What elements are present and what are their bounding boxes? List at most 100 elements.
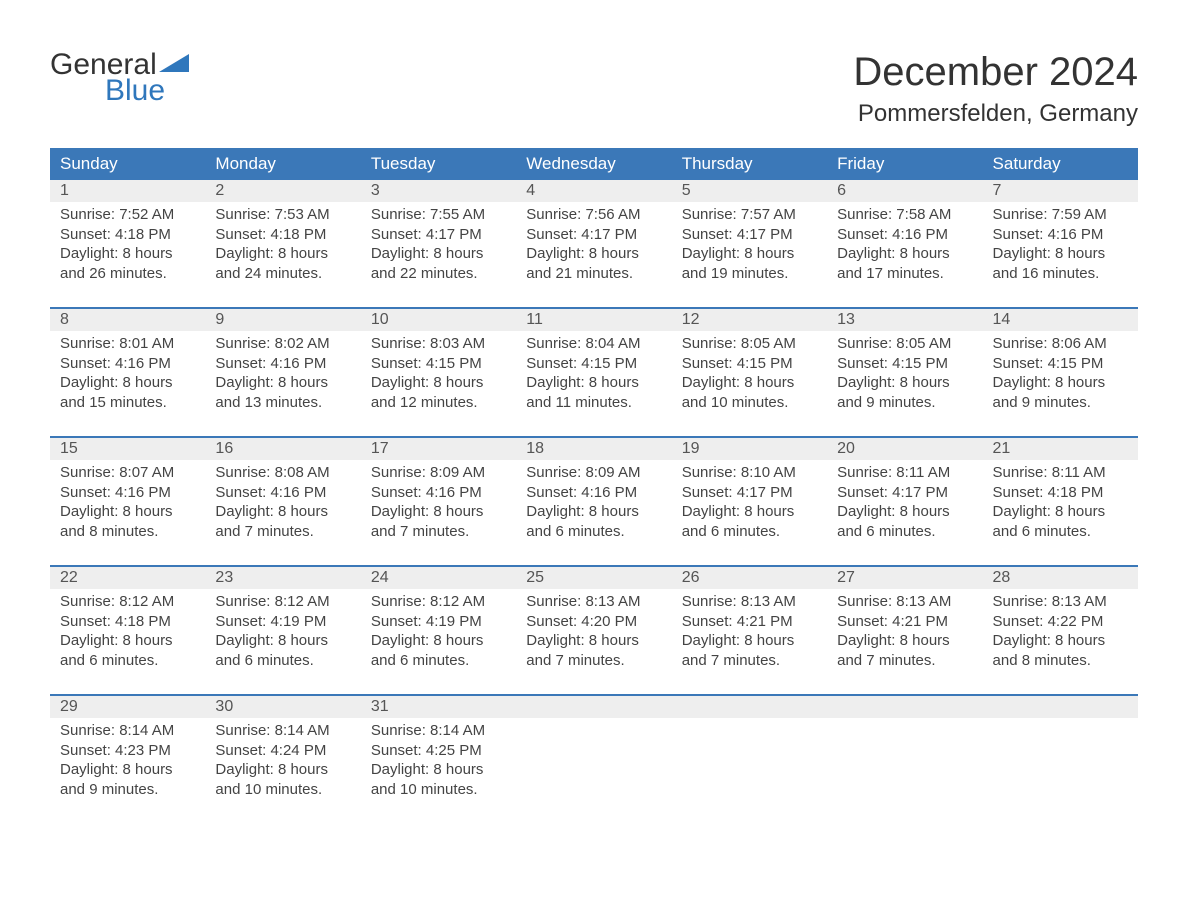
daylight-text: Daylight: 8 hours <box>526 502 661 522</box>
daylight-text: Daylight: 8 hours <box>60 502 195 522</box>
daylight-text: and 7 minutes. <box>682 651 817 671</box>
day-number-cell: 30 <box>205 696 360 718</box>
day-content-cell: Sunrise: 8:05 AMSunset: 4:15 PMDaylight:… <box>672 331 827 437</box>
day-number-cell: 14 <box>983 309 1138 331</box>
day-content-cell: Sunrise: 7:52 AMSunset: 4:18 PMDaylight:… <box>50 202 205 308</box>
daylight-text: Daylight: 8 hours <box>215 760 350 780</box>
day-content-cell: Sunrise: 8:12 AMSunset: 4:18 PMDaylight:… <box>50 589 205 695</box>
title-block: December 2024 Pommersfelden, Germany <box>853 50 1138 128</box>
day-number-cell: 25 <box>516 567 671 589</box>
sunset-text: Sunset: 4:20 PM <box>526 612 661 632</box>
sunset-text: Sunset: 4:16 PM <box>993 225 1128 245</box>
calendar-page: General Blue December 2024 Pommersfelden… <box>0 0 1188 918</box>
day-number-cell: 13 <box>827 309 982 331</box>
day-content-row: Sunrise: 7:52 AMSunset: 4:18 PMDaylight:… <box>50 202 1138 308</box>
daylight-text: and 10 minutes. <box>371 780 506 800</box>
daylight-text: Daylight: 8 hours <box>215 502 350 522</box>
day-content-cell: Sunrise: 8:05 AMSunset: 4:15 PMDaylight:… <box>827 331 982 437</box>
brand-triangle-icon <box>159 50 189 77</box>
day-content-cell: Sunrise: 7:59 AMSunset: 4:16 PMDaylight:… <box>983 202 1138 308</box>
sunrise-text: Sunrise: 8:11 AM <box>837 463 972 483</box>
daylight-text: and 19 minutes. <box>682 264 817 284</box>
daylight-text: and 9 minutes. <box>60 780 195 800</box>
daylight-text: Daylight: 8 hours <box>837 631 972 651</box>
sunrise-text: Sunrise: 8:10 AM <box>682 463 817 483</box>
daylight-text: and 8 minutes. <box>993 651 1128 671</box>
daylight-text: Daylight: 8 hours <box>837 373 972 393</box>
weekday-header: Thursday <box>672 148 827 180</box>
sunrise-text: Sunrise: 8:13 AM <box>993 592 1128 612</box>
day-content-cell: Sunrise: 8:13 AMSunset: 4:20 PMDaylight:… <box>516 589 671 695</box>
day-number-cell: 8 <box>50 309 205 331</box>
sunset-text: Sunset: 4:18 PM <box>993 483 1128 503</box>
day-content-cell: Sunrise: 7:53 AMSunset: 4:18 PMDaylight:… <box>205 202 360 308</box>
day-number-cell: 18 <box>516 438 671 460</box>
page-subtitle: Pommersfelden, Germany <box>853 100 1138 128</box>
daylight-text: and 6 minutes. <box>837 522 972 542</box>
daylight-text: and 7 minutes. <box>215 522 350 542</box>
daylight-text: Daylight: 8 hours <box>371 244 506 264</box>
day-number-row: 891011121314 <box>50 309 1138 331</box>
sunset-text: Sunset: 4:17 PM <box>682 225 817 245</box>
sunrise-text: Sunrise: 8:09 AM <box>526 463 661 483</box>
day-number-cell: 11 <box>516 309 671 331</box>
day-number-cell: 17 <box>361 438 516 460</box>
day-content-cell: Sunrise: 7:56 AMSunset: 4:17 PMDaylight:… <box>516 202 671 308</box>
daylight-text: and 12 minutes. <box>371 393 506 413</box>
sunset-text: Sunset: 4:19 PM <box>371 612 506 632</box>
sunrise-text: Sunrise: 7:53 AM <box>215 205 350 225</box>
day-number-cell: 10 <box>361 309 516 331</box>
day-content-cell: Sunrise: 8:09 AMSunset: 4:16 PMDaylight:… <box>361 460 516 566</box>
daylight-text: Daylight: 8 hours <box>837 244 972 264</box>
sunset-text: Sunset: 4:15 PM <box>993 354 1128 374</box>
day-number-cell <box>983 696 1138 718</box>
brand-part2: Blue <box>105 76 189 106</box>
day-number-cell: 23 <box>205 567 360 589</box>
daylight-text: and 6 minutes. <box>371 651 506 671</box>
day-content-cell: Sunrise: 8:08 AMSunset: 4:16 PMDaylight:… <box>205 460 360 566</box>
day-number-cell: 29 <box>50 696 205 718</box>
day-content-cell <box>983 718 1138 823</box>
daylight-text: Daylight: 8 hours <box>371 631 506 651</box>
daylight-text: Daylight: 8 hours <box>993 502 1128 522</box>
sunrise-text: Sunrise: 7:52 AM <box>60 205 195 225</box>
day-content-row: Sunrise: 8:01 AMSunset: 4:16 PMDaylight:… <box>50 331 1138 437</box>
daylight-text: Daylight: 8 hours <box>682 631 817 651</box>
day-number-cell: 12 <box>672 309 827 331</box>
sunrise-text: Sunrise: 8:13 AM <box>837 592 972 612</box>
daylight-text: and 13 minutes. <box>215 393 350 413</box>
sunrise-text: Sunrise: 8:12 AM <box>60 592 195 612</box>
daylight-text: Daylight: 8 hours <box>526 373 661 393</box>
day-content-cell: Sunrise: 7:58 AMSunset: 4:16 PMDaylight:… <box>827 202 982 308</box>
sunset-text: Sunset: 4:19 PM <box>215 612 350 632</box>
sunset-text: Sunset: 4:15 PM <box>837 354 972 374</box>
day-content-cell <box>672 718 827 823</box>
day-number-cell <box>672 696 827 718</box>
daylight-text: and 24 minutes. <box>215 264 350 284</box>
sunset-text: Sunset: 4:16 PM <box>371 483 506 503</box>
sunset-text: Sunset: 4:18 PM <box>60 225 195 245</box>
daylight-text: and 6 minutes. <box>993 522 1128 542</box>
day-content-cell <box>516 718 671 823</box>
day-content-cell: Sunrise: 8:10 AMSunset: 4:17 PMDaylight:… <box>672 460 827 566</box>
day-number-cell: 9 <box>205 309 360 331</box>
day-content-cell: Sunrise: 8:03 AMSunset: 4:15 PMDaylight:… <box>361 331 516 437</box>
day-content-cell: Sunrise: 7:55 AMSunset: 4:17 PMDaylight:… <box>361 202 516 308</box>
sunset-text: Sunset: 4:15 PM <box>682 354 817 374</box>
daylight-text: and 22 minutes. <box>371 264 506 284</box>
daylight-text: and 6 minutes. <box>215 651 350 671</box>
weekday-header: Sunday <box>50 148 205 180</box>
day-content-cell: Sunrise: 8:02 AMSunset: 4:16 PMDaylight:… <box>205 331 360 437</box>
day-number-row: 15161718192021 <box>50 438 1138 460</box>
day-content-cell: Sunrise: 8:09 AMSunset: 4:16 PMDaylight:… <box>516 460 671 566</box>
daylight-text: Daylight: 8 hours <box>60 631 195 651</box>
daylight-text: Daylight: 8 hours <box>993 373 1128 393</box>
page-header: General Blue December 2024 Pommersfelden… <box>50 50 1138 128</box>
sunset-text: Sunset: 4:16 PM <box>215 483 350 503</box>
sunset-text: Sunset: 4:18 PM <box>215 225 350 245</box>
sunset-text: Sunset: 4:15 PM <box>371 354 506 374</box>
day-number-cell: 3 <box>361 180 516 202</box>
sunset-text: Sunset: 4:17 PM <box>526 225 661 245</box>
sunrise-text: Sunrise: 8:11 AM <box>993 463 1128 483</box>
day-content-cell: Sunrise: 8:13 AMSunset: 4:21 PMDaylight:… <box>827 589 982 695</box>
